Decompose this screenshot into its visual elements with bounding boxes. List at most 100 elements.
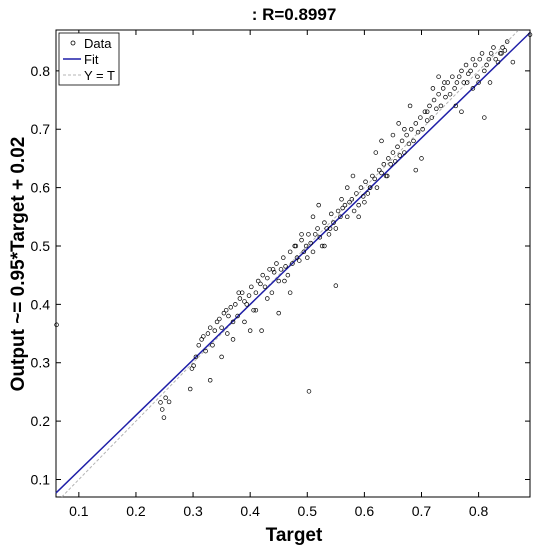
data-point bbox=[422, 109, 428, 114]
data-point bbox=[319, 243, 325, 249]
data-point bbox=[411, 138, 416, 144]
fit-line-layer bbox=[55, 32, 531, 494]
data-point bbox=[431, 97, 437, 103]
data-point bbox=[290, 261, 295, 266]
data-point bbox=[373, 150, 379, 155]
data-point bbox=[456, 74, 462, 79]
data-point bbox=[370, 173, 375, 179]
data-point bbox=[244, 302, 249, 307]
data-point bbox=[308, 240, 313, 246]
x-tick-label: 0.8 bbox=[469, 503, 489, 519]
data-point bbox=[443, 94, 448, 100]
data-point bbox=[502, 48, 508, 53]
legend-data-marker bbox=[70, 40, 76, 46]
data-point bbox=[527, 32, 533, 37]
y-tick-label: 0.8 bbox=[31, 63, 51, 79]
data-point bbox=[203, 348, 208, 354]
data-point bbox=[253, 307, 259, 313]
data-point bbox=[247, 328, 253, 333]
data-point bbox=[420, 126, 425, 132]
data-point bbox=[306, 232, 311, 237]
data-point bbox=[407, 103, 413, 109]
data-point bbox=[301, 249, 307, 255]
data-point bbox=[287, 290, 293, 295]
data-point bbox=[242, 319, 247, 325]
data-point bbox=[340, 205, 345, 211]
y-tick-label: 0.3 bbox=[31, 355, 51, 371]
data-point bbox=[265, 275, 270, 281]
data-point bbox=[187, 386, 193, 392]
data-point bbox=[436, 74, 441, 79]
data-point bbox=[305, 255, 310, 260]
data-point bbox=[413, 121, 419, 126]
x-tick-label: 0.6 bbox=[355, 503, 375, 519]
data-point bbox=[459, 68, 464, 74]
data-point bbox=[270, 267, 276, 272]
data-point bbox=[362, 199, 367, 205]
data-point bbox=[333, 283, 339, 288]
data-point bbox=[434, 106, 439, 112]
data-point bbox=[482, 115, 487, 120]
data-point bbox=[429, 115, 435, 120]
data-point bbox=[271, 270, 277, 275]
data-point bbox=[472, 62, 478, 68]
fit-line bbox=[55, 32, 531, 494]
data-point bbox=[276, 278, 281, 284]
data-point bbox=[476, 80, 481, 85]
data-point bbox=[461, 80, 467, 85]
data-point bbox=[477, 56, 482, 62]
data-point bbox=[258, 281, 263, 287]
data-point bbox=[299, 232, 304, 237]
data-point bbox=[351, 208, 357, 214]
data-point bbox=[161, 415, 167, 420]
data-point bbox=[388, 162, 393, 167]
data-point bbox=[345, 214, 350, 220]
identity-line-layer bbox=[61, 29, 519, 498]
data-point bbox=[399, 138, 405, 144]
data-point bbox=[283, 264, 288, 269]
data-point bbox=[365, 191, 371, 196]
data-point bbox=[230, 337, 236, 342]
data-point bbox=[265, 296, 270, 301]
legend-fit-label: Fit bbox=[84, 52, 99, 67]
data-point bbox=[260, 272, 265, 278]
data-point bbox=[463, 62, 469, 68]
data-point bbox=[249, 284, 254, 290]
data-point bbox=[239, 290, 245, 295]
data-point bbox=[447, 91, 453, 97]
data-point bbox=[246, 293, 252, 298]
data-point bbox=[329, 211, 334, 217]
data-point bbox=[159, 407, 165, 412]
x-tick-label: 0.3 bbox=[183, 503, 203, 519]
data-point bbox=[452, 86, 457, 91]
data-point bbox=[384, 173, 390, 179]
data-point bbox=[214, 319, 220, 325]
y-tick-label: 0.2 bbox=[31, 413, 51, 429]
x-tick-label: 0.2 bbox=[126, 503, 146, 519]
data-point bbox=[326, 232, 332, 237]
data-point bbox=[493, 56, 498, 62]
data-point bbox=[282, 278, 287, 284]
data-point bbox=[230, 319, 236, 325]
data-point bbox=[299, 237, 304, 243]
legend-identity-label: Y = T bbox=[84, 68, 115, 83]
data-point bbox=[504, 39, 510, 44]
data-point bbox=[285, 272, 291, 278]
x-axis-label: Target bbox=[266, 525, 323, 546]
data-point bbox=[205, 331, 211, 336]
data-point bbox=[262, 284, 268, 290]
data-point bbox=[427, 103, 432, 109]
data-point bbox=[310, 214, 316, 220]
data-point bbox=[459, 109, 464, 114]
data-point bbox=[297, 258, 302, 263]
data-point bbox=[233, 302, 238, 307]
data-point bbox=[350, 173, 356, 179]
legend: Data Fit Y = T bbox=[58, 32, 120, 86]
data-point bbox=[404, 132, 409, 138]
data-point bbox=[392, 159, 398, 164]
data-point bbox=[367, 185, 373, 190]
data-point bbox=[424, 118, 430, 123]
data-point bbox=[386, 156, 391, 161]
